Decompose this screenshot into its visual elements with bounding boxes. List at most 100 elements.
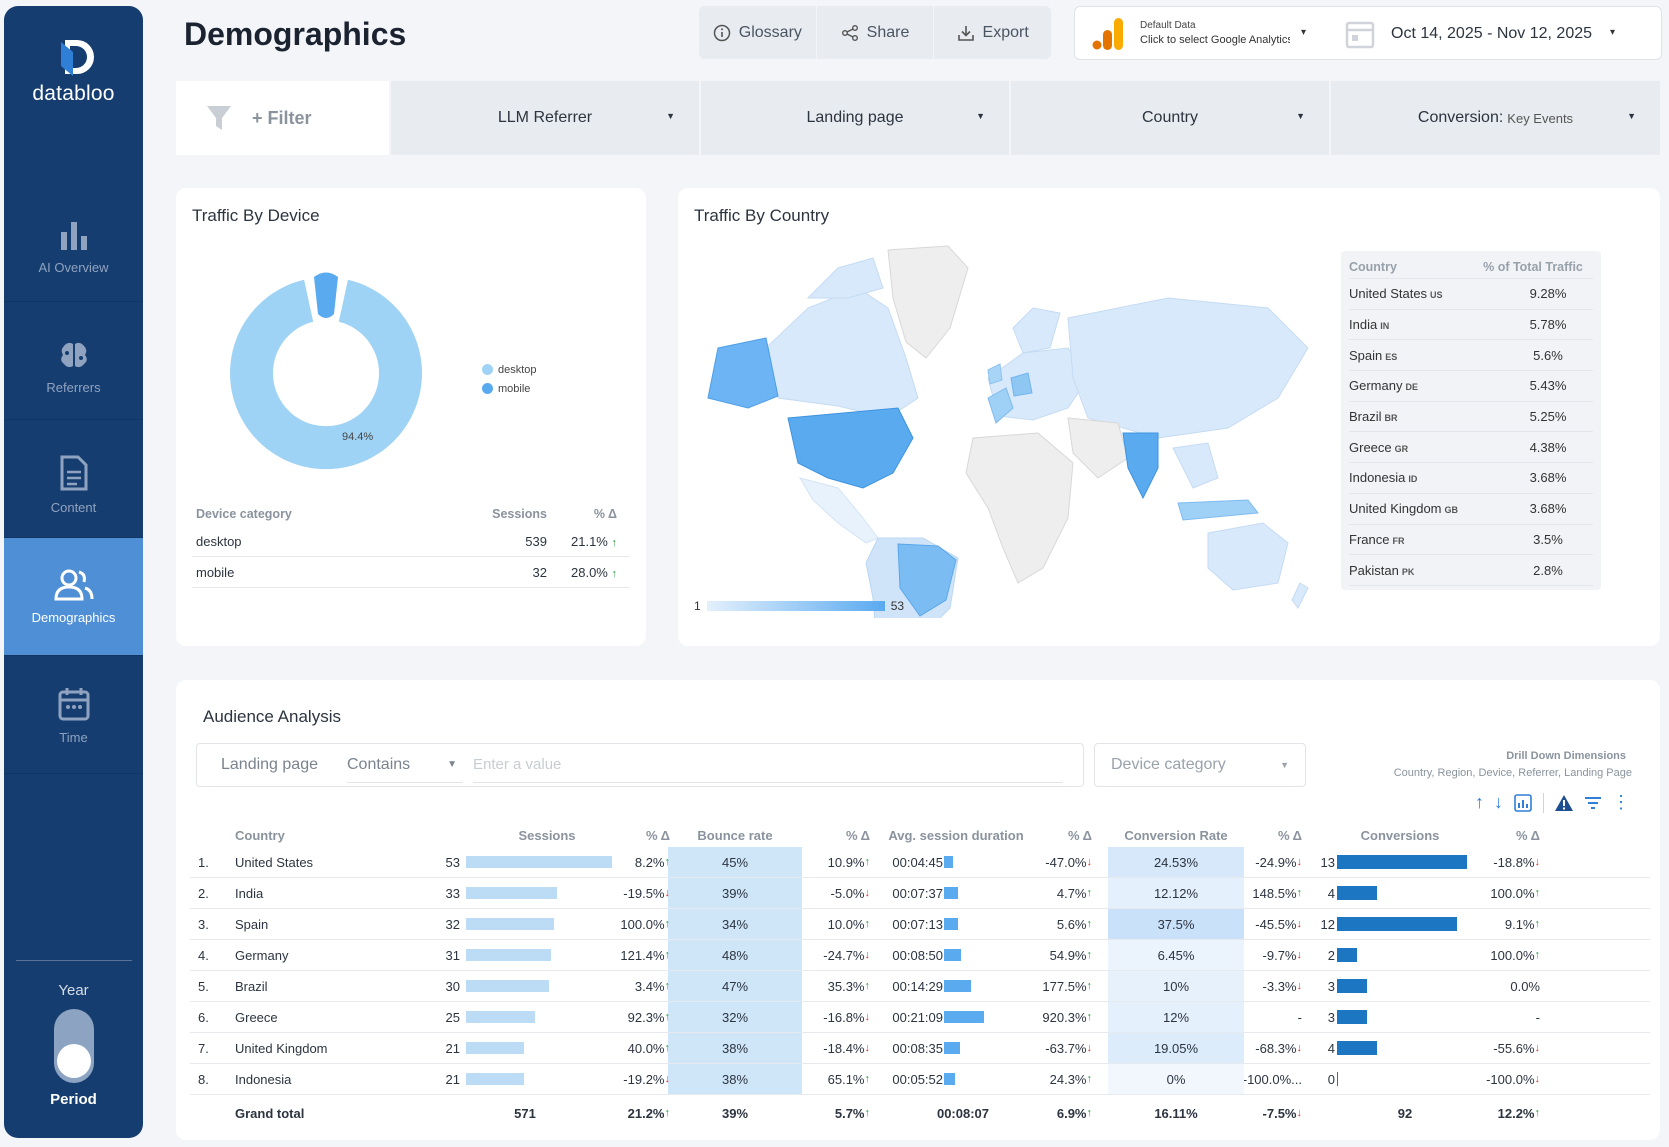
sessions-cell: 33 xyxy=(445,885,460,901)
datasource-selector[interactable]: Click to select Google Analytics xyxy=(1140,34,1290,46)
conversion-filter[interactable]: Conversion: Key Events ▼ xyxy=(1329,81,1660,155)
column-header[interactable]: % Δ xyxy=(645,827,670,843)
column-header[interactable]: % Δ xyxy=(1067,827,1092,843)
column-header[interactable]: % of Total Traffic xyxy=(1483,259,1583,274)
country-name: United States xyxy=(1349,286,1428,302)
arrow-down-icon: ↓ xyxy=(664,1073,671,1085)
column-header[interactable]: Country xyxy=(1349,259,1397,274)
conversion-rate-delta: -9.7% ↓ xyxy=(1262,947,1303,963)
export-button[interactable]: Export xyxy=(934,6,1051,59)
map-region-arctic-islands[interactable] xyxy=(806,257,884,299)
more-options-icon[interactable]: ⋮ xyxy=(1612,792,1630,812)
column-header[interactable]: Conversions xyxy=(1360,827,1440,843)
map-country-greenland[interactable] xyxy=(887,245,969,359)
map-country-india[interactable] xyxy=(1122,432,1159,500)
landing-page-filter[interactable]: Landing page ▼ xyxy=(699,81,1009,155)
conversion-rate-highlight xyxy=(1108,1033,1244,1063)
map-country-mexico[interactable] xyxy=(798,477,879,544)
map-country-alaska[interactable] xyxy=(707,337,779,409)
map-region-southeast-asia[interactable] xyxy=(1172,442,1219,489)
chart-settings-icon[interactable] xyxy=(1513,793,1533,813)
date-range-caret-icon[interactable]: ▾ xyxy=(1610,27,1616,38)
table-row[interactable]: Pakistan PK 2.8% xyxy=(1349,555,1593,586)
share-button[interactable]: Share xyxy=(817,6,935,59)
legend-item-desktop[interactable]: desktop xyxy=(482,360,537,379)
table-row[interactable]: France FR 3.5% xyxy=(1349,525,1593,556)
llm-referrer-filter[interactable]: LLM Referrer ▼ xyxy=(389,81,699,155)
column-header[interactable]: Conversion Rate xyxy=(1124,827,1228,843)
brand-logo[interactable]: databloo xyxy=(4,34,143,106)
map-country-australia[interactable] xyxy=(1207,522,1289,591)
warning-icon[interactable] xyxy=(1554,794,1574,812)
column-header[interactable]: % Δ xyxy=(593,507,617,521)
column-header[interactable]: % Δ xyxy=(1277,827,1302,843)
map-continent-africa[interactable] xyxy=(965,432,1074,584)
nav-ai-overview[interactable]: AI Overview xyxy=(4,184,143,302)
column-header[interactable]: % Δ xyxy=(1515,827,1540,843)
map-country-germany[interactable] xyxy=(1010,372,1033,397)
device-category-select[interactable]: Device category ▼ xyxy=(1094,743,1306,787)
add-filter-button[interactable]: + Filter xyxy=(176,81,389,155)
table-row[interactable]: 1. United States 53 8.2% ↑ 45% 10.9% ↑ 00:04:4… xyxy=(190,847,1650,878)
table-row[interactable]: Brazil BR 5.25% xyxy=(1349,402,1593,433)
nav-content[interactable]: Content xyxy=(4,420,143,538)
drill-down-icon[interactable]: ↓ xyxy=(1494,792,1503,812)
bounce-delta: 10.0% ↑ xyxy=(827,916,870,932)
nav-demographics[interactable]: Demographics xyxy=(4,538,143,656)
table-row[interactable]: 6. Greece 25 92.3% ↑ 32% -16.8% ↓ 00:21:09 920.… xyxy=(190,1002,1650,1033)
map-country-usa[interactable] xyxy=(787,407,914,489)
table-row[interactable]: 8. Indonesia 21 -19.2% ↓ 38% 65.1% ↑ 00:05:52 2… xyxy=(190,1064,1650,1095)
table-row[interactable]: United States US 9.28% xyxy=(1349,279,1593,310)
filter-operator-select[interactable]: Contains ▼ xyxy=(347,747,463,783)
table-row[interactable]: India IN 5.78% xyxy=(1349,310,1593,341)
caret-down-icon: ▼ xyxy=(1280,760,1289,770)
info-icon xyxy=(713,24,731,41)
table-row[interactable]: 5. Brazil 30 3.4% ↑ 47% 35.3% ↑ 00:14:29 177.5%… xyxy=(190,971,1650,1002)
country-code: ID xyxy=(1408,474,1418,485)
country-cell: United States US xyxy=(1349,286,1443,301)
traffic-by-device-card: Traffic By Device 94.4% desktop mobile D… xyxy=(176,188,646,646)
column-header[interactable]: Sessions xyxy=(518,827,576,843)
donut-slice-desktop[interactable] xyxy=(230,279,422,470)
table-row[interactable]: Germany DE 5.43% xyxy=(1349,371,1593,402)
nav-referrers[interactable]: Referrers xyxy=(4,302,143,420)
map-country-spain[interactable] xyxy=(987,387,1014,424)
country-filter[interactable]: Country ▼ xyxy=(1009,81,1329,155)
year-period-toggle[interactable] xyxy=(54,1009,94,1083)
table-row[interactable]: United Kingdom GB 3.68% xyxy=(1349,494,1593,525)
conversion-rate-cell: 24.53% xyxy=(1153,854,1199,870)
table-row[interactable]: Greece GR 4.38% xyxy=(1349,432,1593,464)
map-region-middle-east[interactable] xyxy=(1067,417,1129,479)
map-country-uk[interactable] xyxy=(987,363,1003,385)
table-row[interactable]: 4. Germany 31 121.4% ↑ 48% -24.7% ↓ 00:08:50 54… xyxy=(190,940,1650,971)
bounce-delta: 65.1% ↑ xyxy=(827,1071,870,1087)
arrow-down-icon: ↓ xyxy=(1296,949,1303,961)
date-range-picker[interactable]: Oct 14, 2025 - Nov 12, 2025 xyxy=(1391,25,1593,42)
map-continent-asia[interactable] xyxy=(1067,297,1309,439)
conversion-rate-delta: -100.0%... xyxy=(1244,1071,1302,1087)
filter-lines-icon[interactable] xyxy=(1584,795,1602,811)
map-country-brazil[interactable] xyxy=(897,543,957,617)
column-header[interactable]: Device category xyxy=(196,507,292,521)
column-header[interactable]: Avg. session duration xyxy=(888,827,1024,843)
drill-up-icon[interactable]: ↑ xyxy=(1475,792,1484,812)
legend-item-mobile[interactable]: mobile xyxy=(482,379,537,398)
glossary-button[interactable]: Glossary xyxy=(699,6,817,59)
column-header[interactable]: Country xyxy=(235,827,285,843)
donut-slice-mobile[interactable] xyxy=(314,272,338,319)
table-row[interactable]: Indonesia ID 3.68% xyxy=(1349,463,1593,494)
table-row[interactable]: 7. United Kingdom 21 40.0% ↑ 38% -18.4% ↓ 00:0… xyxy=(190,1033,1650,1064)
column-header[interactable]: Bounce rate xyxy=(697,827,773,843)
datasource-caret-icon[interactable]: ▾ xyxy=(1301,27,1307,38)
nav-time[interactable]: Time xyxy=(4,656,143,774)
filter-value-input[interactable]: Enter a value xyxy=(473,747,1063,783)
conversions-delta: 100.0% ↑ xyxy=(1490,947,1540,963)
column-header[interactable]: % Δ xyxy=(845,827,870,843)
map-region-scandinavia[interactable] xyxy=(1012,307,1061,354)
table-row[interactable]: Spain ES 5.6% xyxy=(1349,340,1593,372)
column-header[interactable]: Sessions xyxy=(492,507,547,521)
table-row[interactable]: 2. India 33 -19.5% ↓ 39% -5.0% ↓ 00:07:37 4.7% … xyxy=(190,878,1650,909)
map-country-new-zealand[interactable] xyxy=(1291,582,1309,609)
table-row[interactable]: 3. Spain 32 100.0% ↑ 34% 10.0% ↑ 00:07:13 5.6% … xyxy=(190,909,1650,940)
map-country-indonesia[interactable] xyxy=(1177,499,1259,521)
